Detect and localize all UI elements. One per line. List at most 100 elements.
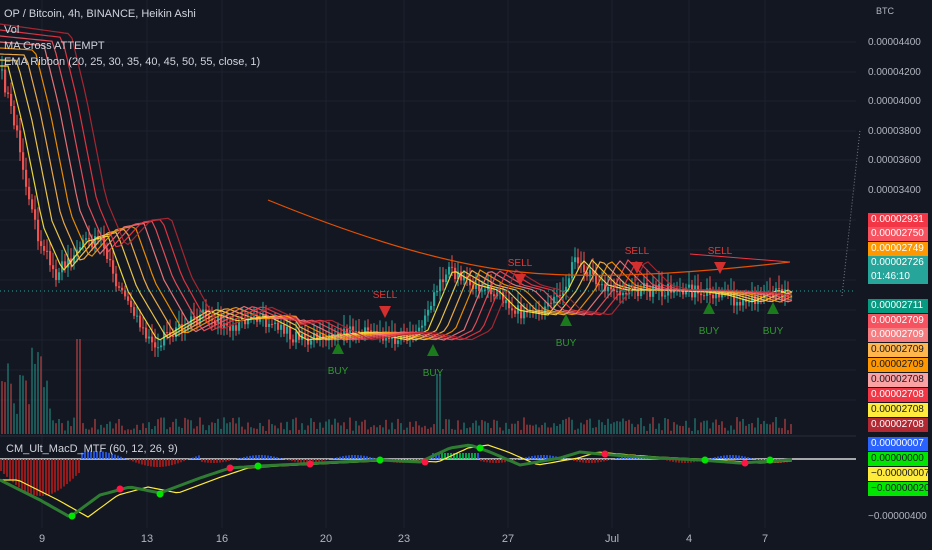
macd-tag: 0.00000000 xyxy=(868,452,928,466)
candle xyxy=(187,326,190,330)
volume-bar xyxy=(205,430,207,434)
volume-bar xyxy=(715,419,717,434)
macd-bar xyxy=(141,459,143,465)
candle xyxy=(613,289,616,292)
candle xyxy=(37,219,40,242)
volume-bar xyxy=(556,425,558,434)
volume-bar xyxy=(385,419,387,434)
volume-bar xyxy=(151,429,153,434)
volume-bar xyxy=(61,423,63,434)
volume-bar xyxy=(22,375,24,434)
candle xyxy=(367,327,370,331)
volume-bar xyxy=(616,421,618,434)
ma-long-line xyxy=(267,199,791,276)
macd-bar xyxy=(300,459,302,463)
candle xyxy=(172,335,175,337)
candle xyxy=(409,332,412,340)
price-tick-label: 0.00003800 xyxy=(868,126,921,137)
volume-bar xyxy=(760,424,762,434)
legend-title[interactable]: OP / Bitcoin, 4h, BINANCE, Heikin Ashi xyxy=(4,8,196,20)
macd-bar xyxy=(468,453,470,459)
volume-bar xyxy=(580,422,582,434)
macd-bar xyxy=(750,457,752,459)
macd-bar xyxy=(582,459,584,463)
macd-bar xyxy=(366,456,368,459)
macd-bar xyxy=(351,455,353,459)
volume-bar xyxy=(304,429,306,434)
candle xyxy=(112,260,115,274)
candle xyxy=(250,317,253,319)
volume-bar xyxy=(436,374,438,434)
volume-bar xyxy=(448,419,450,434)
volume-bar xyxy=(289,430,291,434)
macd-bar xyxy=(537,455,539,459)
volume-bar xyxy=(571,419,573,434)
macd-bar xyxy=(270,455,272,459)
candle xyxy=(475,284,478,290)
macd-bar xyxy=(51,459,53,494)
price-tick-label: 0.00004400 xyxy=(868,37,921,48)
macd-bar xyxy=(336,457,338,459)
macd-bar xyxy=(288,459,290,461)
macd-bar xyxy=(681,459,683,463)
candle xyxy=(25,169,28,187)
volume-bar xyxy=(784,418,786,434)
macd-bar xyxy=(711,457,713,459)
macd-bar xyxy=(297,459,299,463)
macd-bar xyxy=(726,455,728,459)
candle xyxy=(637,289,640,297)
macd-bar xyxy=(255,455,257,459)
candle xyxy=(640,287,643,297)
volume-bar xyxy=(232,417,234,434)
candle xyxy=(601,284,604,286)
volume-bar xyxy=(517,420,519,434)
volume-bar xyxy=(202,424,204,434)
volume-bar xyxy=(763,420,765,434)
macd-legend[interactable]: CM_Ult_MacD_MTF (60, 12, 26, 9) xyxy=(6,443,178,455)
macd-bar xyxy=(615,458,617,459)
macd-bar xyxy=(324,459,326,461)
candle xyxy=(553,296,556,304)
candle xyxy=(163,332,166,346)
volume-bar xyxy=(379,425,381,434)
volume-bar xyxy=(355,420,357,434)
volume-bar xyxy=(790,424,792,434)
volume-bar xyxy=(568,417,570,434)
volume-bar xyxy=(1,381,3,434)
candle xyxy=(40,241,43,246)
volume-bar xyxy=(73,417,75,434)
candle xyxy=(253,316,256,318)
volume-bar xyxy=(82,423,84,434)
legend-ma-cross[interactable]: MA Cross ATTEMPT xyxy=(4,40,105,52)
legend-ema-ribbon[interactable]: EMA Ribbon (20, 25, 30, 35, 40, 45, 50, … xyxy=(4,56,261,68)
legend-vol[interactable]: Vol xyxy=(4,24,20,36)
candle xyxy=(574,257,577,263)
candle xyxy=(55,269,58,281)
candle xyxy=(682,289,685,295)
macd-cross-dot xyxy=(601,450,609,458)
volume-bar xyxy=(439,374,441,434)
volume-bar xyxy=(535,424,537,434)
volume-bar xyxy=(52,420,54,434)
macd-bar xyxy=(246,456,248,459)
buy-signal-icon xyxy=(427,344,439,356)
volume-bar xyxy=(247,422,249,434)
volume-bar xyxy=(484,421,486,434)
macd-bar xyxy=(24,459,26,492)
candle xyxy=(175,327,178,337)
macd-bar xyxy=(576,459,578,462)
volume-bar xyxy=(292,419,294,434)
macd-bar xyxy=(63,459,65,487)
candle xyxy=(292,339,295,343)
volume-bar xyxy=(25,380,27,434)
macd-cross-dot xyxy=(476,444,484,452)
volume-bar xyxy=(631,423,633,434)
macd-bar xyxy=(285,459,287,460)
macd-bar xyxy=(9,459,11,480)
candle xyxy=(490,285,493,295)
macd-bar xyxy=(258,455,260,459)
volume-bar xyxy=(445,419,447,434)
macd-cross-dot xyxy=(226,464,234,472)
macd-bar xyxy=(747,457,749,459)
